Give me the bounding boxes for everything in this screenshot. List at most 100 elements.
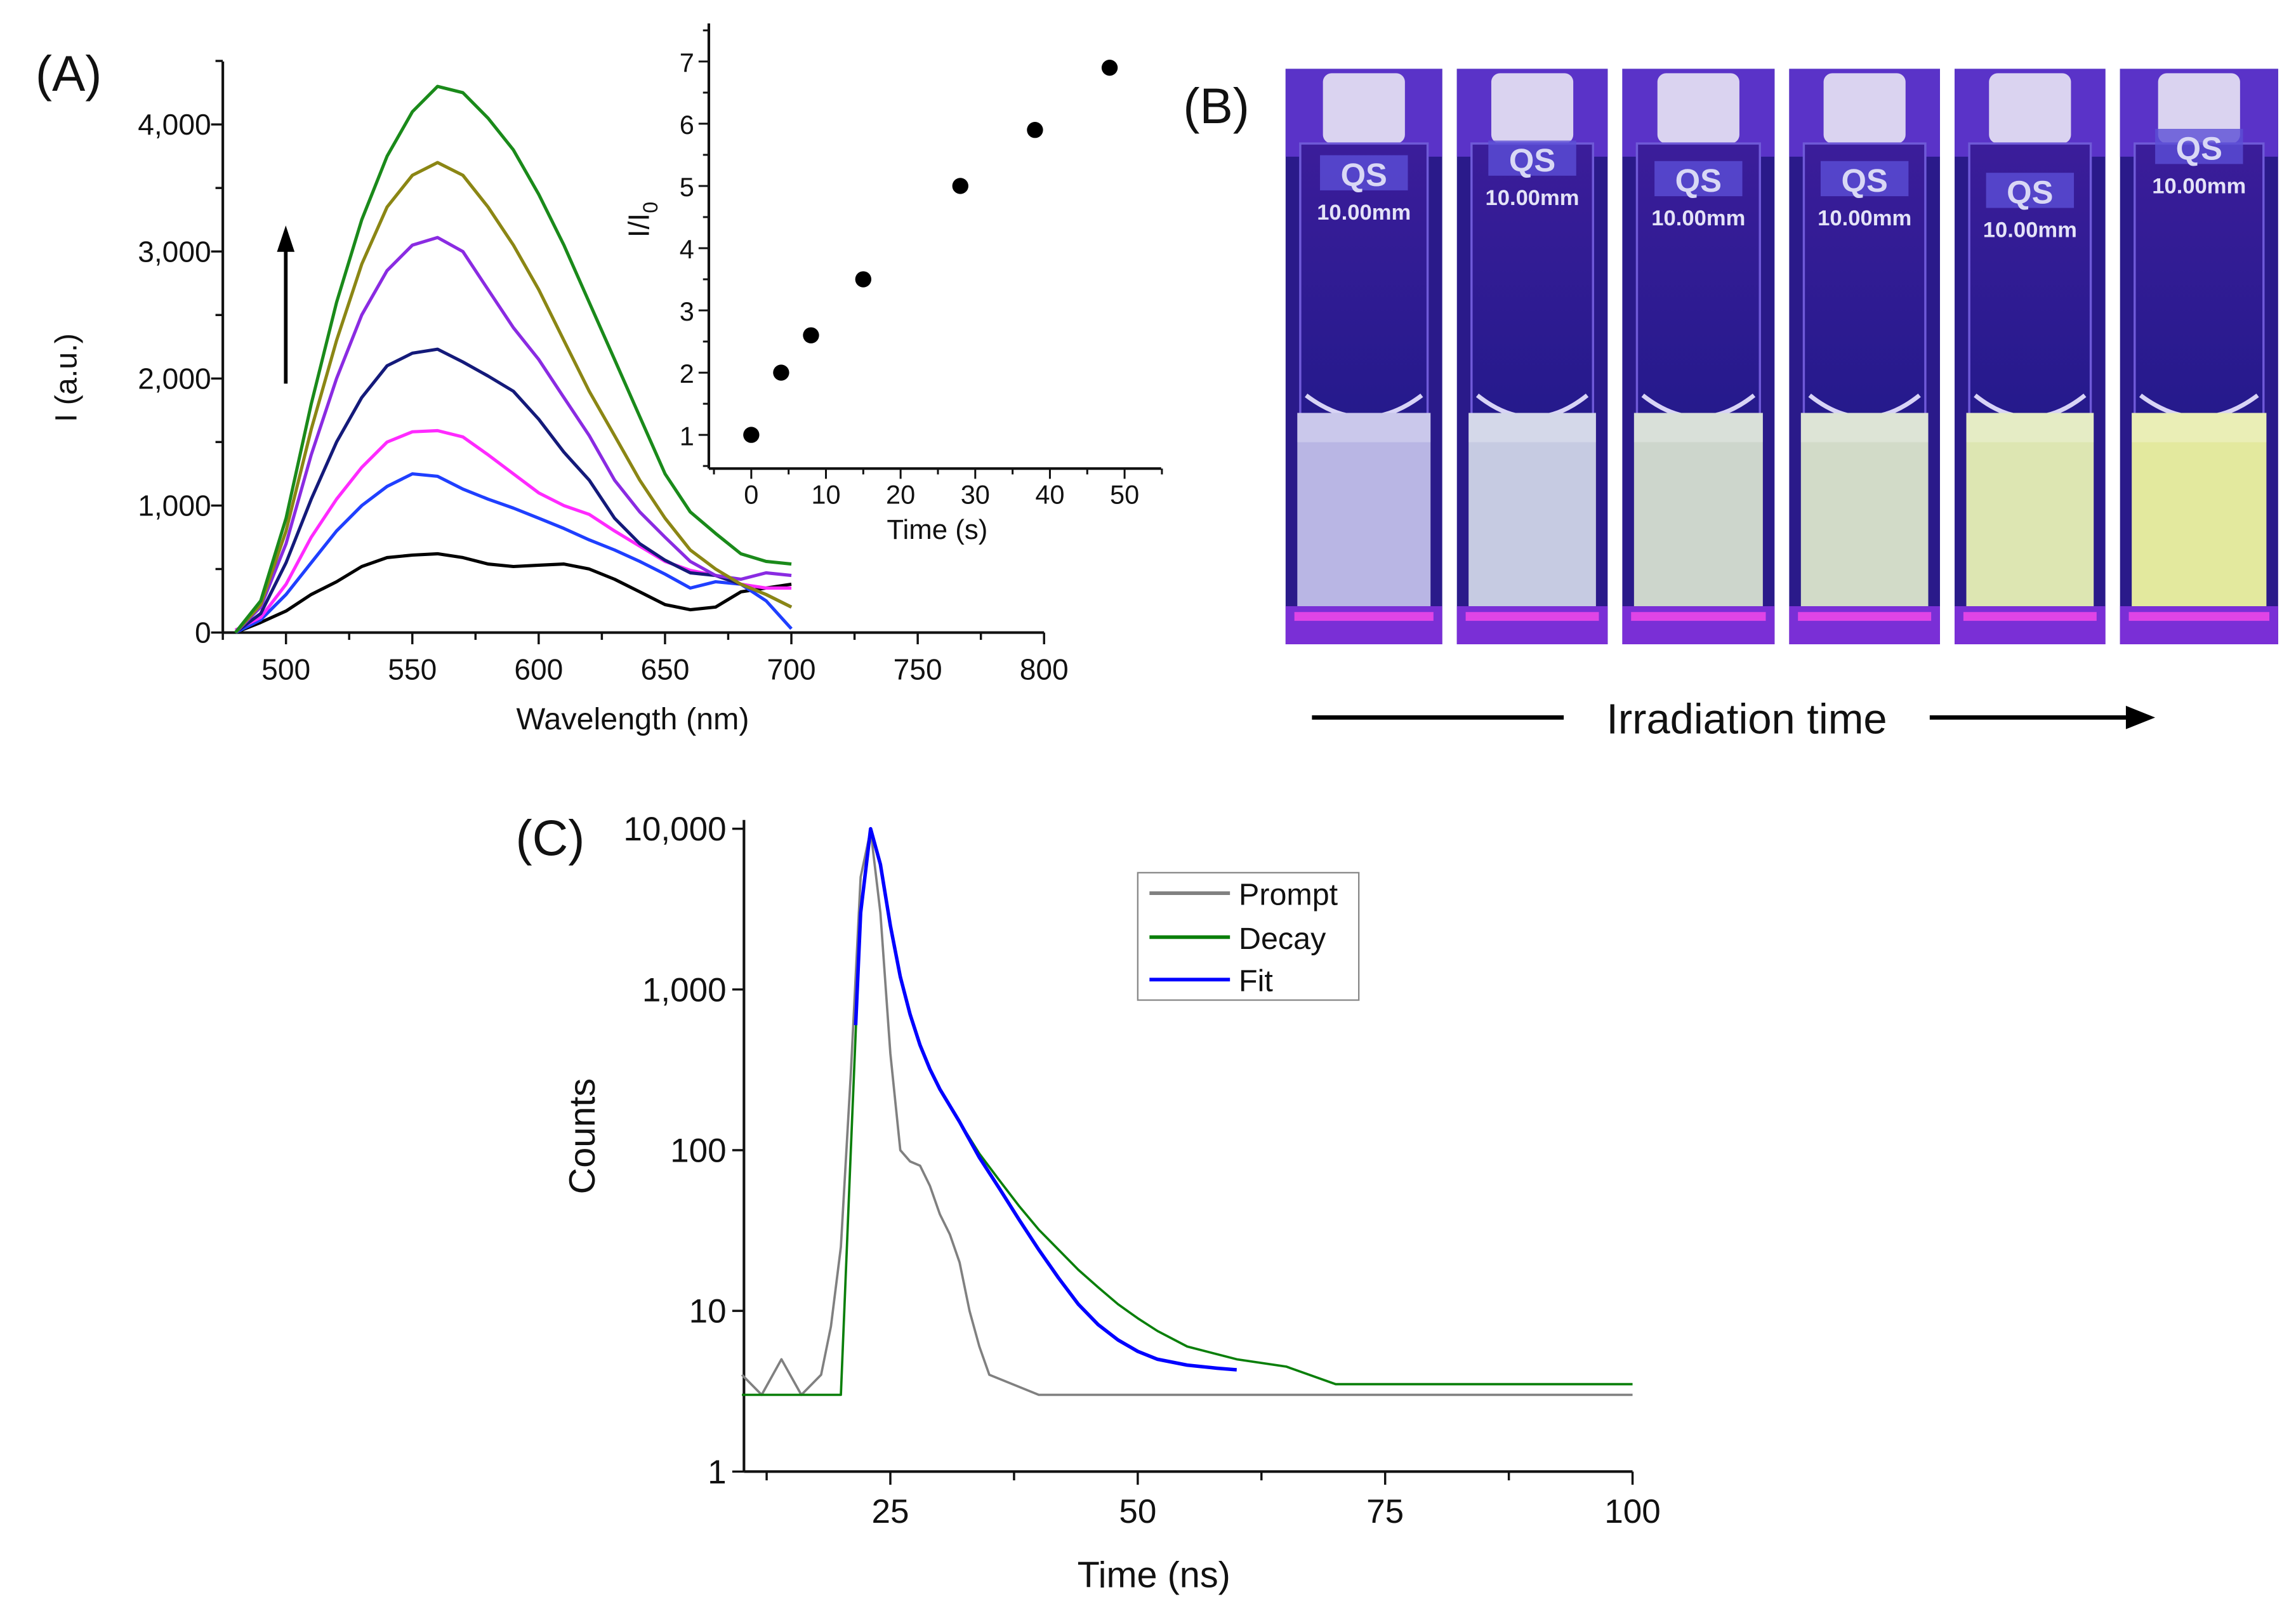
x-tick-label: 700 xyxy=(767,653,816,686)
irradiation-time-caption: Irradiation time xyxy=(1312,696,2156,743)
cuvette-label-qs: QS xyxy=(2176,130,2222,166)
label-patch xyxy=(1320,155,1408,190)
label-patch xyxy=(1820,161,1909,197)
cuvette-cap xyxy=(1657,73,1739,144)
inset-y-tick-label: 5 xyxy=(680,172,694,202)
cuvette-photo-6: QS 10.00mm xyxy=(2120,69,2278,644)
label-patch xyxy=(1488,140,1576,176)
liquid xyxy=(1966,413,2094,607)
x-tick-label: 800 xyxy=(1020,653,1069,686)
liquid-highlight xyxy=(1633,413,1763,442)
spectrum-line-t2 xyxy=(234,428,792,632)
inset-y-tick-label: 6 xyxy=(680,110,694,140)
inset-y-tick-label: 3 xyxy=(680,296,694,326)
base-glow xyxy=(1798,612,1932,621)
liquid xyxy=(1800,413,1929,607)
inset-x-tick-label: 0 xyxy=(744,480,758,510)
cuvette-photo-5: QS 10.00mm xyxy=(1955,69,2106,644)
increase-arrow xyxy=(277,225,295,384)
cuvette-base xyxy=(1622,606,1775,644)
panel-label-b: (B) xyxy=(1183,78,1250,134)
caption-text: Irradiation time xyxy=(1606,696,1887,743)
y-tick-label: 2,000 xyxy=(138,362,211,395)
y-tick-label: 100 xyxy=(670,1132,727,1169)
arrow-right-icon xyxy=(2125,705,2156,729)
cuvette-base xyxy=(1955,606,2106,644)
liquid-highlight xyxy=(1297,413,1431,442)
spectrum-line-t5 xyxy=(234,161,793,634)
panel-label-c: (C) xyxy=(515,810,584,866)
legend-item-fit: Fit xyxy=(1149,964,1273,998)
cuvette-label-qs: QS xyxy=(1842,162,1888,199)
cuvette-photo-1: QS 10.00mm xyxy=(1285,69,1442,644)
cuvette-cap xyxy=(2158,73,2240,144)
inset-ylabel-sub: 0 xyxy=(639,202,662,213)
cuvette-base xyxy=(1456,606,1608,644)
cuvette-label-size: 10.00mm xyxy=(1651,206,1745,230)
inset-x-tick-label: 50 xyxy=(1110,480,1139,510)
spectrum-line-t3 xyxy=(234,347,793,634)
cuvette-label-qs: QS xyxy=(1509,142,1555,178)
cuvette-cap xyxy=(1989,73,2071,144)
decay-chart: Time (ns) Counts 25 50 75 100 1 10 100 1,000 10,… xyxy=(562,811,1661,1595)
y-tick-label: 3,000 xyxy=(138,235,211,268)
legend-label: Decay xyxy=(1239,922,1326,956)
cuvette-base xyxy=(1285,606,1442,644)
cuvette-photo-3: QS 10.00mm xyxy=(1622,69,1775,644)
legend-label: Prompt xyxy=(1239,878,1338,912)
x-tick-label: 600 xyxy=(514,653,563,686)
liquid-highlight xyxy=(2132,413,2267,442)
inset-x-tick-label: 20 xyxy=(886,480,915,510)
cuvette-label-size: 10.00mm xyxy=(1818,206,1911,230)
x-tick-label: 100 xyxy=(1604,1493,1661,1530)
spectrum-line-t0 xyxy=(235,552,792,634)
inset-y-tick-label: 4 xyxy=(680,234,694,264)
x-tick-label: 650 xyxy=(640,653,689,686)
spectrum-line-t4 xyxy=(234,235,792,634)
x-tick-label: 25 xyxy=(871,1493,909,1530)
base-glow xyxy=(1294,612,1434,621)
cuvette-body xyxy=(2134,142,2265,416)
cuvette-label-size: 10.00mm xyxy=(1485,186,1579,210)
inset-y-tick-label: 2 xyxy=(680,359,694,388)
inset-y-tick-label: 1 xyxy=(680,421,694,451)
y-tick-label: 10,000 xyxy=(623,811,726,848)
data-point xyxy=(773,364,789,381)
data-point xyxy=(1101,60,1118,76)
data-point xyxy=(803,327,819,343)
y-tick-label: 1,000 xyxy=(138,489,211,522)
y-tick-label: 1 xyxy=(708,1454,727,1491)
x-axis-label: Time (ns) xyxy=(1078,1555,1230,1596)
cuvette-photo-2: QS 10.00mm xyxy=(1456,69,1608,644)
inset-x-axis-label: Time (s) xyxy=(887,514,987,545)
cuvette-label-qs: QS xyxy=(1675,162,1722,199)
legend: Prompt Decay Fit xyxy=(1137,872,1360,1001)
inset-y-axis-label: I/I0 xyxy=(622,202,662,237)
data-point xyxy=(743,427,760,443)
x-tick-label: 50 xyxy=(1119,1493,1156,1530)
inset-x-tick-label: 40 xyxy=(1035,480,1064,510)
liquid xyxy=(2132,413,2267,607)
cuvette-cap xyxy=(1323,73,1405,144)
cuvette-base xyxy=(2120,606,2278,644)
series-line-prompt xyxy=(741,829,1633,1396)
x-tick-label: 550 xyxy=(388,653,437,686)
spectra-chart: Wavelength (nm) I (a.u.) 500 550 600 650 700… xyxy=(49,60,1069,736)
liquid-highlight xyxy=(1800,413,1929,442)
liquid xyxy=(1468,413,1596,607)
svg-text:I/I0: I/I0 xyxy=(622,202,662,237)
liquid xyxy=(1633,413,1763,607)
y-tick-label: 10 xyxy=(689,1293,727,1330)
cuvette-photos: QS 10.00mm QS 10.00mm QS 10.00mm QS 10.00mm QS 10… xyxy=(1285,69,2278,644)
data-point xyxy=(1027,122,1043,138)
panel-label-a: (A) xyxy=(36,46,102,102)
series-line-fit xyxy=(854,826,1237,1372)
base-glow xyxy=(2128,612,2269,621)
cuvette-base xyxy=(1789,606,1940,644)
cuvette-body xyxy=(1470,142,1594,416)
base-glow xyxy=(1963,612,2097,621)
base-glow xyxy=(1631,612,1766,621)
cuvette-cap xyxy=(1491,73,1574,144)
